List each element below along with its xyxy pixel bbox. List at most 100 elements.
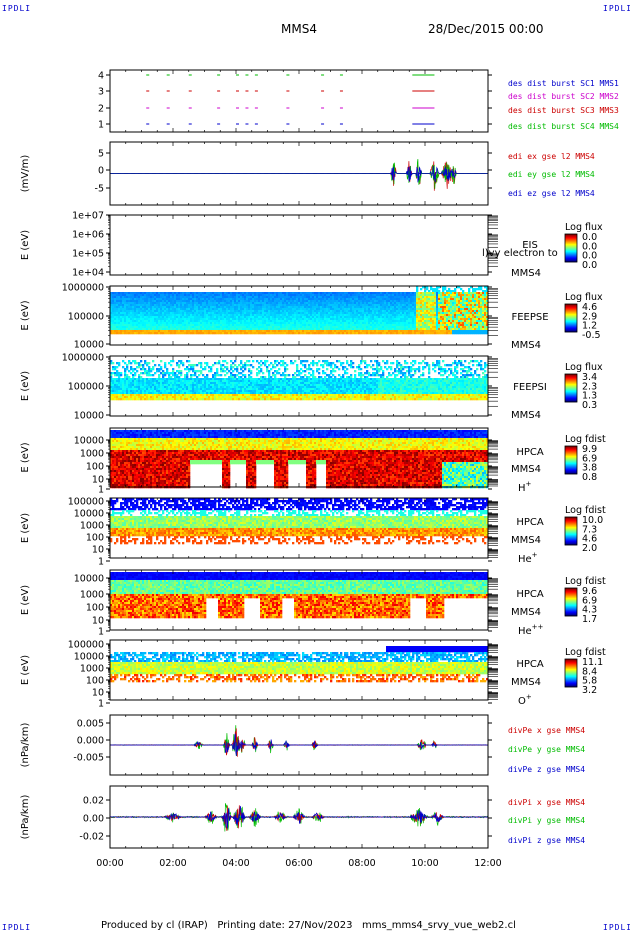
- colorbar-cell: [565, 397, 577, 399]
- ytick-label: 10000: [74, 509, 104, 520]
- colorbar-cell: [565, 456, 577, 458]
- colorbar-cell: [565, 524, 577, 526]
- spectrogram-hpca_h: [110, 430, 489, 489]
- colorbar-cell: [565, 395, 577, 397]
- colorbar-cell: [565, 245, 577, 247]
- colorbar-cell: [565, 326, 577, 328]
- colorbar-cell: [565, 385, 577, 387]
- colorbar-cell: [565, 458, 577, 460]
- colorbar-cell: [565, 463, 577, 465]
- ytick-label: -0.02: [79, 832, 104, 843]
- xtick-label: 08:00: [348, 858, 375, 869]
- colorbar-cell: [565, 243, 577, 245]
- spacecraft-label: MMS4: [511, 340, 541, 351]
- colorbar-cell: [565, 673, 577, 675]
- colorbar-cell: [565, 465, 577, 467]
- colorbar-cell: [565, 681, 577, 683]
- colorbar-cell: [565, 321, 577, 323]
- colorbar-cell: [565, 602, 577, 604]
- colorbar-tick: 9.9: [582, 444, 597, 455]
- colorbar-cell: [565, 460, 577, 462]
- colorbar-cell: [565, 375, 577, 377]
- legend-entry: divPe x gse MMS4: [508, 726, 585, 735]
- ytick-label: 1000: [80, 590, 104, 601]
- colorbar-cell: [565, 378, 577, 380]
- instrument-label: HPCA: [516, 517, 544, 528]
- colorbar-frame: [564, 516, 578, 546]
- colorbar-cell: [565, 526, 577, 528]
- legend-entry: des dist burst SC4 MMS4: [508, 122, 619, 131]
- colorbar-cell: [565, 380, 577, 382]
- colorbar-cell: [565, 254, 577, 256]
- species-label: O+: [518, 693, 532, 707]
- colorbar-cell: [565, 316, 577, 318]
- instrument-label: HPCA: [516, 589, 544, 600]
- colorbar-cell: [565, 259, 577, 261]
- colorbar-frame: [564, 658, 578, 688]
- colorbar-cell: [565, 453, 577, 455]
- colorbar-cell: [565, 251, 577, 253]
- ytick-label: 1000: [80, 521, 104, 532]
- colorbar-cell: [565, 517, 577, 519]
- colorbar-cell: [565, 609, 577, 611]
- colorbar-cell: [565, 239, 577, 241]
- colorbar-cell: [565, 448, 577, 450]
- colorbar-cell: [565, 252, 577, 254]
- legend-entry: edi ez gse l2 MMS4: [508, 189, 595, 198]
- colorbar-tick: -0.5: [582, 330, 601, 341]
- colorbar-cell: [565, 541, 577, 543]
- colorbar-cell: [565, 320, 577, 322]
- colorbar-cell: [565, 472, 577, 474]
- colorbar-cell: [565, 671, 577, 673]
- colorbar-cell: [565, 457, 577, 459]
- colorbar-cell: [565, 605, 577, 607]
- colorbar-cell: [565, 611, 577, 613]
- colorbar-cell: [565, 613, 577, 615]
- spectrogram-feepse: [110, 286, 489, 335]
- colorbar-tick: 0.0: [582, 232, 597, 243]
- ytick-label: 100000: [68, 497, 104, 508]
- colorbar-cell: [565, 467, 577, 469]
- colorbar-cell: [565, 684, 577, 686]
- colorbar-cell: [565, 528, 577, 530]
- colorbar-cell: [565, 323, 577, 325]
- ytick-label: 4: [98, 71, 104, 82]
- colorbar-cell: [565, 376, 577, 378]
- ytick-label: 1: [98, 120, 104, 131]
- colorbar-cell: [565, 325, 577, 327]
- series-line-divpe: [109, 725, 489, 757]
- ytick-label: 0.000: [77, 736, 104, 747]
- colorbar-tick: 7.3: [582, 524, 597, 535]
- colorbar-cell: [565, 246, 577, 248]
- species-label: He++: [518, 623, 544, 637]
- colorbar-cell: [565, 542, 577, 544]
- colorbar-cell: [565, 525, 577, 527]
- colorbar-cell: [565, 682, 577, 684]
- colorbar-cell: [565, 685, 577, 687]
- ytick-label: 1: [98, 627, 104, 638]
- xtick-label: 02:00: [159, 858, 186, 869]
- colorbar-cell: [565, 540, 577, 542]
- ytick-label: 100: [86, 603, 104, 614]
- instrument-label: FEEPSE: [511, 312, 548, 323]
- colorbar-cell: [565, 468, 577, 470]
- colorbar-cell: [565, 258, 577, 260]
- colorbar-cell: [565, 597, 577, 599]
- ytick-label: 1000: [80, 664, 104, 675]
- ylabel-hpca_o: E (eV): [20, 655, 31, 685]
- ylabel-hpca_he: E (eV): [20, 513, 31, 543]
- series-line-divpe: [109, 728, 489, 757]
- colorbar-cell: [565, 312, 577, 314]
- ytick-label: 10000: [74, 652, 104, 663]
- ylabel-feepsi: E (eV): [20, 371, 31, 401]
- colorbar-cell: [565, 666, 577, 668]
- colorbar-cell: [565, 607, 577, 609]
- ytick-label: 1: [98, 699, 104, 710]
- colorbar-tick: 1.7: [582, 614, 597, 625]
- colorbar-cell: [565, 534, 577, 536]
- colorbar-title: Log flux: [565, 222, 603, 233]
- colorbar-title: Log fdist: [565, 576, 606, 587]
- colorbar-cell: [565, 324, 577, 326]
- plot-title: MMS4: [281, 22, 317, 36]
